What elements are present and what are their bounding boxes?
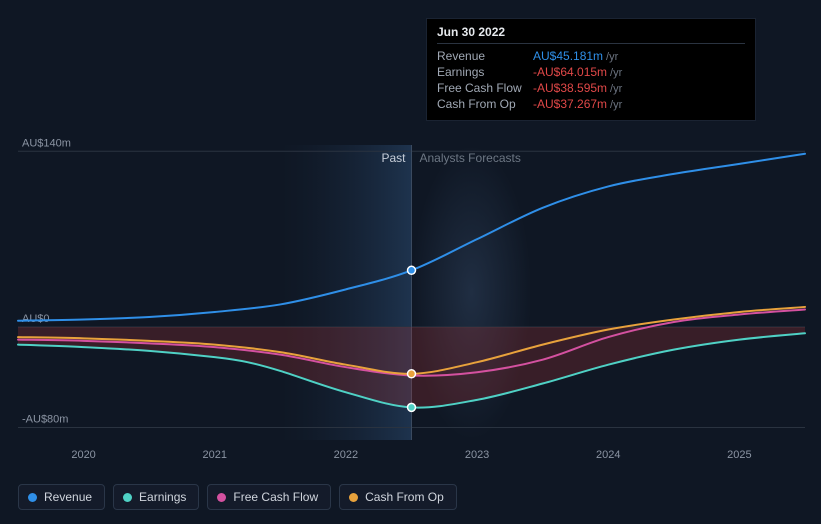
legend-item-revenue[interactable]: Revenue bbox=[18, 484, 105, 510]
tooltip-row: RevenueAU$45.181m/yr bbox=[437, 48, 745, 64]
svg-text:2020: 2020 bbox=[71, 449, 95, 461]
tooltip-value: -AU$37.267m bbox=[533, 97, 607, 111]
legend-dot-icon bbox=[217, 493, 226, 502]
tooltip-key: Earnings bbox=[437, 65, 533, 79]
svg-text:-AU$80m: -AU$80m bbox=[22, 413, 68, 425]
tooltip-row: Cash From Op-AU$37.267m/yr bbox=[437, 96, 745, 112]
tooltip-unit: /yr bbox=[606, 51, 618, 63]
svg-text:2025: 2025 bbox=[727, 449, 751, 461]
tooltip-row: Earnings-AU$64.015m/yr bbox=[437, 64, 745, 80]
svg-text:2024: 2024 bbox=[596, 449, 620, 461]
svg-text:2021: 2021 bbox=[203, 449, 227, 461]
legend-item-cfo[interactable]: Cash From Op bbox=[339, 484, 457, 510]
tooltip-value: -AU$64.015m bbox=[533, 65, 607, 79]
marker-cfo bbox=[408, 370, 416, 378]
tooltip-value: AU$45.181m bbox=[533, 49, 603, 63]
forecast-section-label: Analysts Forecasts bbox=[420, 151, 521, 165]
tooltip-value: -AU$38.595m bbox=[533, 81, 607, 95]
legend: Revenue Earnings Free Cash Flow Cash From O… bbox=[18, 484, 457, 510]
financial-chart: AU$140m AU$0 -AU$80m 2020 2021 2022 2023 2024 20… bbox=[0, 0, 821, 524]
svg-text:2022: 2022 bbox=[334, 449, 358, 461]
legend-label: Revenue bbox=[44, 490, 92, 504]
legend-dot-icon bbox=[123, 493, 132, 502]
tooltip-key: Free Cash Flow bbox=[437, 81, 533, 95]
legend-dot-icon bbox=[28, 493, 37, 502]
legend-label: Free Cash Flow bbox=[233, 490, 318, 504]
legend-label: Cash From Op bbox=[365, 490, 444, 504]
marker-revenue bbox=[408, 266, 416, 274]
svg-text:AU$140m: AU$140m bbox=[22, 137, 71, 149]
tooltip-key: Revenue bbox=[437, 49, 533, 63]
legend-item-fcf[interactable]: Free Cash Flow bbox=[207, 484, 331, 510]
tooltip-unit: /yr bbox=[610, 99, 622, 111]
past-section-label: Past bbox=[381, 151, 405, 165]
svg-text:AU$0: AU$0 bbox=[22, 313, 50, 325]
legend-label: Earnings bbox=[139, 490, 186, 504]
legend-item-earnings[interactable]: Earnings bbox=[113, 484, 199, 510]
tooltip-date: Jun 30 2022 bbox=[437, 25, 745, 44]
tooltip-key: Cash From Op bbox=[437, 97, 533, 111]
tooltip-unit: /yr bbox=[610, 83, 622, 95]
legend-dot-icon bbox=[349, 493, 358, 502]
marker-earnings bbox=[408, 403, 416, 411]
tooltip-row: Free Cash Flow-AU$38.595m/yr bbox=[437, 80, 745, 96]
data-tooltip: Jun 30 2022 RevenueAU$45.181m/yrEarnings… bbox=[426, 18, 756, 121]
tooltip-unit: /yr bbox=[610, 67, 622, 79]
svg-text:2023: 2023 bbox=[465, 449, 489, 461]
